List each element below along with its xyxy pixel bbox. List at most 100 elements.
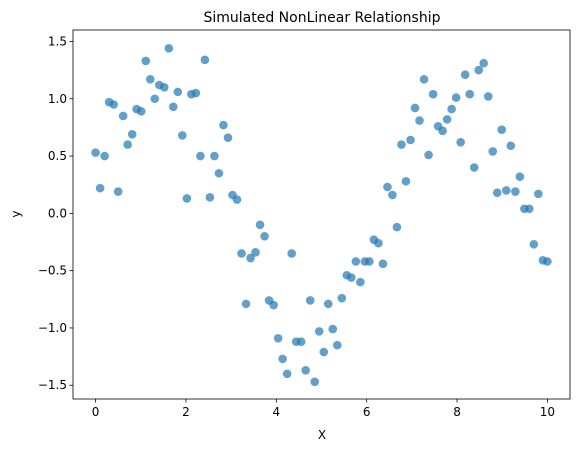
data-point: [269, 300, 278, 310]
data-point: [328, 324, 338, 334]
x-tick-label: 10: [540, 405, 555, 419]
y-axis-label: y: [9, 210, 23, 217]
data-point: [127, 129, 137, 139]
data-point: [410, 103, 420, 113]
data-point: [310, 377, 320, 387]
y-tick-label: 1.0: [48, 92, 67, 106]
data-point: [515, 172, 525, 181]
data-point: [210, 151, 219, 161]
data-point: [424, 150, 433, 160]
data-point: [113, 187, 123, 196]
data-point: [169, 102, 178, 112]
data-point: [219, 120, 228, 130]
data-point: [529, 240, 539, 249]
data-point: [356, 277, 365, 287]
data-point: [497, 125, 507, 134]
data-point: [492, 188, 502, 198]
data-point: [123, 140, 132, 149]
data-point: [543, 257, 552, 266]
data-point: [301, 366, 310, 375]
data-point: [378, 259, 388, 269]
data-point: [191, 88, 201, 98]
y-tick-label: 0.5: [48, 149, 67, 163]
data-point: [150, 94, 160, 104]
data-point: [260, 231, 269, 241]
data-point: [164, 44, 174, 53]
data-point: [323, 299, 333, 309]
data-point: [196, 151, 205, 161]
data-point: [251, 248, 260, 257]
data-point: [406, 135, 415, 145]
data-point: [278, 354, 287, 364]
data-point: [351, 257, 361, 266]
data-point: [118, 111, 128, 121]
data-point: [415, 116, 424, 125]
data-point: [319, 347, 329, 357]
y-tick-label: −1.5: [38, 378, 67, 392]
chart-title: Simulated NonLinear Relationship: [203, 10, 440, 26]
data-point: [525, 204, 534, 214]
y-tick-label: 1.5: [48, 34, 67, 48]
data-point: [141, 56, 151, 66]
data-point: [442, 115, 452, 124]
data-point: [255, 220, 265, 230]
data-point: [333, 340, 342, 350]
data-point: [337, 293, 347, 303]
x-axis-label: X: [318, 428, 326, 442]
data-point: [145, 74, 155, 84]
data-point: [241, 299, 251, 309]
data-point: [109, 100, 118, 109]
data-point: [483, 92, 493, 101]
data-point: [465, 89, 475, 99]
data-point: [392, 222, 402, 232]
data-point: [506, 141, 516, 151]
x-tick-label: 2: [182, 405, 190, 419]
data-point: [460, 70, 470, 79]
data-point: [511, 187, 520, 196]
data-point: [100, 151, 109, 161]
x-tick-label: 0: [92, 405, 100, 419]
x-tick-label: 8: [453, 405, 461, 419]
y-tick-label: 0.0: [48, 206, 67, 220]
data-point: [383, 182, 392, 192]
data-point: [419, 74, 429, 84]
points-layer: [91, 44, 552, 387]
y-tick-label: −0.5: [38, 264, 67, 278]
data-point: [469, 163, 479, 172]
data-point: [296, 337, 306, 347]
data-point: [347, 273, 356, 282]
data-point: [91, 148, 100, 157]
data-point: [136, 107, 146, 116]
data-point: [456, 138, 465, 147]
data-point: [401, 176, 411, 186]
data-point: [479, 58, 489, 68]
data-point: [273, 333, 283, 343]
data-point: [365, 257, 374, 266]
data-point: [223, 133, 233, 143]
x-tick-label: 4: [272, 405, 280, 419]
data-point: [173, 87, 183, 97]
data-point: [438, 126, 447, 136]
data-point: [282, 369, 292, 379]
data-point: [246, 253, 255, 263]
data-point: [374, 238, 383, 248]
data-point: [488, 147, 498, 156]
data-point: [95, 183, 105, 193]
data-point: [237, 249, 246, 258]
data-point: [447, 104, 456, 114]
data-point: [159, 83, 169, 92]
data-point: [182, 194, 192, 203]
data-point: [232, 195, 242, 204]
data-point: [314, 327, 324, 336]
data-point: [305, 296, 315, 305]
data-point: [534, 189, 543, 199]
ticks-layer: 0 2 4 6 8 10 −1.5 −1.0 −0.5 0.0 0.5 1.0 1.5: [38, 34, 555, 419]
data-point: [178, 131, 187, 140]
data-point: [214, 168, 224, 178]
data-point: [397, 140, 406, 149]
x-tick-label: 6: [363, 405, 371, 419]
data-point: [287, 249, 296, 258]
y-tick-label: −1.0: [38, 321, 67, 335]
data-point: [501, 186, 511, 195]
